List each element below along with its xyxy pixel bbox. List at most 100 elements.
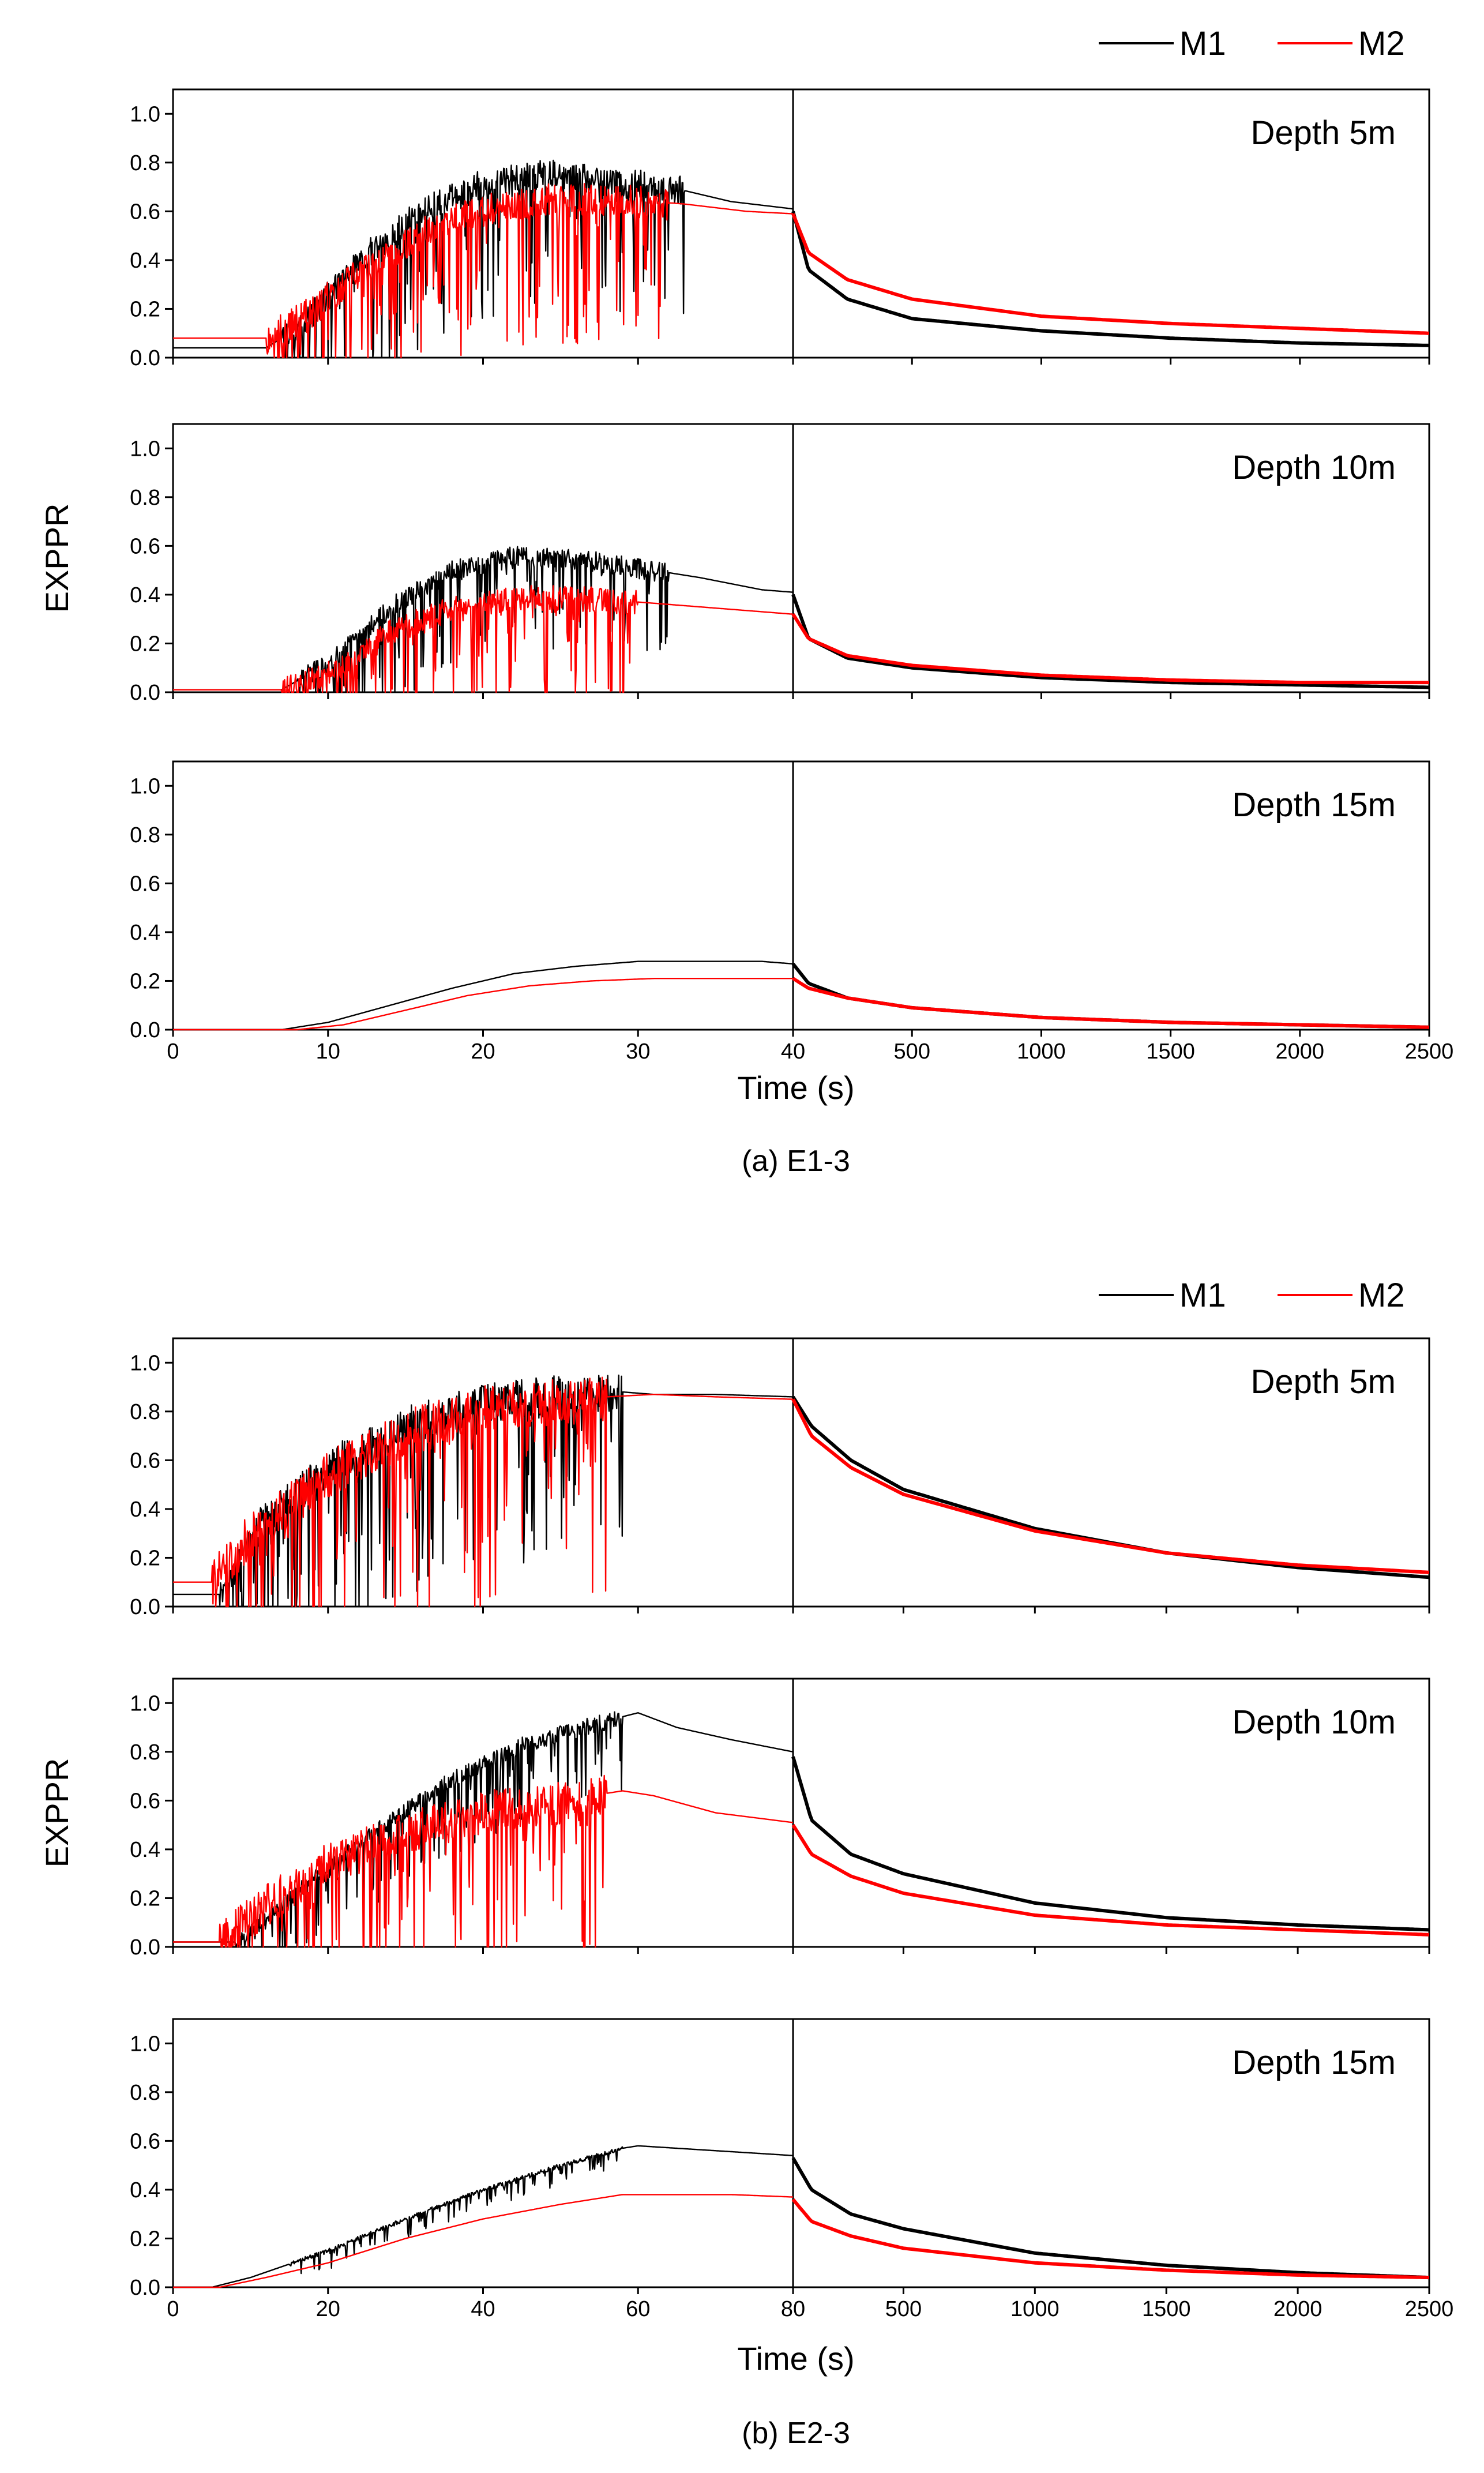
- y-tick-label: 0.2: [130, 297, 160, 321]
- panel-label: Depth 5m: [1251, 114, 1396, 152]
- legend-label-m1: M1: [1179, 25, 1226, 62]
- x-tick-label: 500: [894, 1040, 930, 1064]
- series-m2-right: [791, 613, 1429, 685]
- panel-label: Depth 15m: [1232, 2044, 1396, 2081]
- series-m2-left: [173, 183, 794, 359]
- y-tick-label: 0.2: [130, 1886, 160, 1911]
- x-axis-title: Time (s): [737, 2340, 854, 2377]
- x-tick-label: 0: [167, 2297, 179, 2321]
- y-tick-label: 0.8: [130, 1400, 160, 1424]
- plot-frame: [172, 423, 1430, 693]
- series-m2-left: [173, 1774, 794, 1948]
- series-m1-left: [173, 1711, 794, 1948]
- series-m2-right: [791, 1398, 1430, 1574]
- y-axis-title: EXPPR: [39, 504, 75, 613]
- plot-frame: [172, 88, 1430, 359]
- x-tick-label: 2000: [1276, 1040, 1325, 1064]
- plot-frame: [172, 1678, 1430, 1948]
- x-tick-label: 2000: [1273, 2297, 1323, 2321]
- x-tick-label: 2500: [1405, 2297, 1454, 2321]
- panel-label: Depth 10m: [1232, 1703, 1396, 1741]
- legend-label-m2: M2: [1358, 25, 1405, 62]
- figure-caption: (b) E2-3: [742, 2416, 850, 2450]
- x-tick-label: 60: [626, 2297, 650, 2321]
- y-tick-label: 0.0: [130, 1018, 160, 1042]
- plot-frame: [172, 1337, 1430, 1608]
- y-tick-label: 0.2: [130, 632, 160, 656]
- panel-label: Depth 15m: [1232, 786, 1396, 824]
- y-axis-title: EXPPR: [39, 1758, 75, 1868]
- y-tick-label: 0.4: [130, 1838, 160, 1862]
- y-tick-label: 1.0: [130, 774, 160, 798]
- panel-depth-15m: 0.0 0.2 0.4 0.6 0.8 1.0 0 20 40 60 80 500 1000 1500 20…: [130, 2018, 1454, 2321]
- y-tick-label: 1.0: [130, 1351, 160, 1375]
- x-tick-label: 2500: [1405, 1040, 1454, 1064]
- y-tick-label: 0.0: [130, 346, 160, 370]
- y-tick-label: 0.2: [130, 2227, 160, 2251]
- x-tick-label: 1000: [1010, 2297, 1060, 2321]
- series-m2-right: [791, 1824, 1430, 1937]
- panel-depth-5m: 0.0 0.2 0.4 0.6 0.8 1.0 Depth 5m: [130, 88, 1430, 370]
- y-tick-label: 1.0: [130, 2032, 160, 2056]
- series-m1-right: [791, 2157, 1430, 2280]
- y-tick-label: 0.0: [130, 2276, 160, 2300]
- series-m1-right: [791, 963, 1430, 1029]
- x-tick-label: 1000: [1017, 1040, 1066, 1064]
- series-m1-left: [173, 1374, 794, 1608]
- series-m1-right: [791, 594, 1429, 689]
- y-tick-label: 0.4: [130, 583, 160, 607]
- y-tick-label: 0.0: [130, 1935, 160, 1960]
- panel-label: Depth 5m: [1251, 1363, 1396, 1401]
- series-m1-left: [173, 2145, 793, 2288]
- x-tick-label: 10: [316, 1040, 340, 1064]
- y-tick-label: 0.8: [130, 1740, 160, 1765]
- x-tick-label: 20: [471, 1040, 495, 1064]
- series-m1-right: [791, 211, 1430, 347]
- series-m2-right: [792, 977, 1430, 1029]
- x-tick-label: 40: [471, 2297, 495, 2321]
- y-tick-label: 0.4: [130, 1498, 160, 1522]
- y-tick-label: 0.6: [130, 872, 160, 896]
- x-tick-label: 20: [316, 2297, 340, 2321]
- y-tick-label: 0.2: [130, 969, 160, 993]
- legend: M1 M2: [1099, 1277, 1405, 1314]
- y-tick-label: 0.8: [130, 2081, 160, 2105]
- y-tick-label: 0.6: [130, 1789, 160, 1813]
- y-tick-label: 0.6: [130, 200, 160, 224]
- panel-depth-15m: 0.0 0.2 0.4 0.6 0.8 1.0 0 10 20 30 40 500 1000 1500 20…: [130, 760, 1454, 1064]
- y-tick-label: 0.8: [130, 486, 160, 510]
- plot-frame: [172, 760, 1430, 1031]
- y-tick-label: 0.0: [130, 1595, 160, 1619]
- y-tick-label: 0.8: [130, 823, 160, 847]
- series-m2-right: [791, 213, 1430, 335]
- x-tick-label: 0: [167, 1040, 179, 1064]
- series-m2-left: [173, 978, 793, 1031]
- y-tick-label: 0.6: [130, 534, 160, 558]
- x-tick-label: 1500: [1146, 1040, 1195, 1064]
- y-tick-label: 1.0: [130, 437, 160, 461]
- y-tick-label: 0.4: [130, 249, 160, 273]
- x-tick-label: 500: [885, 2297, 922, 2321]
- y-tick-label: 0.6: [130, 1448, 160, 1473]
- legend: M1 M2: [1099, 25, 1405, 62]
- y-tick-label: 0.6: [130, 2129, 160, 2153]
- y-tick-label: 0.4: [130, 2178, 160, 2202]
- y-tick-label: 0.8: [130, 151, 160, 175]
- y-tick-label: 0.0: [130, 681, 160, 705]
- x-tick-label: 40: [781, 1040, 805, 1064]
- legend-label-m1: M1: [1179, 1277, 1226, 1314]
- chart-a: M1 M2 EXPPR 0.0 0.2 0.4 0.6 0.8 1.0 Depth 5m 0.0 0.…: [39, 25, 1453, 1178]
- panel-depth-10m: 0.0 0.2 0.4 0.6 0.8 1.0 Depth 10m: [130, 423, 1430, 705]
- series-m1-left: [173, 960, 794, 1031]
- series-m1-left: [173, 159, 794, 359]
- x-tick-label: 80: [781, 2297, 805, 2321]
- figure-caption: (a) E1-3: [742, 1144, 850, 1178]
- y-tick-label: 0.4: [130, 921, 160, 945]
- legend-label-m2: M2: [1358, 1277, 1405, 1314]
- plot-frame: [172, 2018, 1430, 2288]
- panel-depth-10m: 0.0 0.2 0.4 0.6 0.8 1.0 Depth 10m: [130, 1678, 1430, 1960]
- y-tick-label: 1.0: [130, 1691, 160, 1716]
- panel-depth-5m: 0.0 0.2 0.4 0.6 0.8 1.0 Depth 5m: [130, 1337, 1430, 1619]
